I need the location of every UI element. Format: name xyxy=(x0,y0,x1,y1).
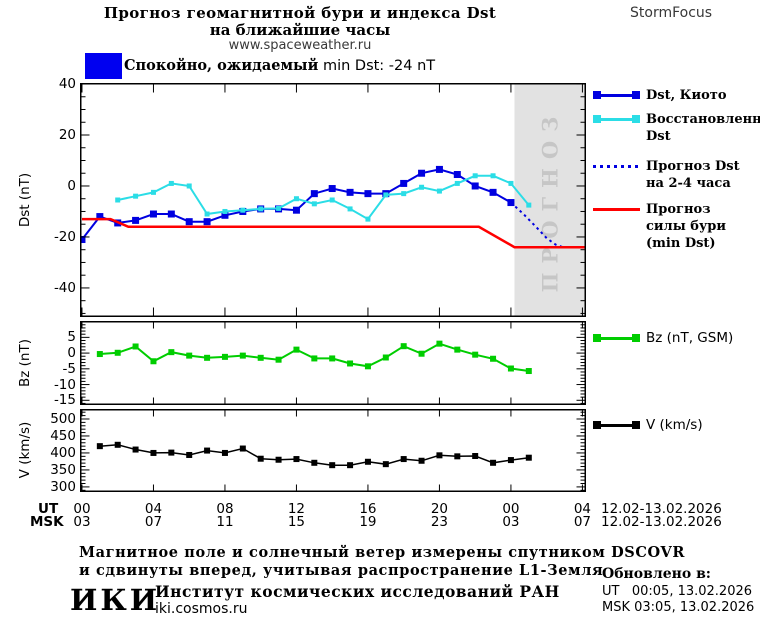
dst-chart: ПРОГНОЗ xyxy=(80,83,586,317)
msk-row-label: MSK xyxy=(30,514,64,530)
legend-sample-v xyxy=(593,421,640,430)
legend-sample-restored-dst xyxy=(593,115,640,124)
legend-label: V (km/s) xyxy=(646,417,703,433)
y-tick-label: 500 xyxy=(50,410,76,427)
legend-sample-bz xyxy=(593,334,640,343)
institute-name: Институт космических исследований РАН xyxy=(155,582,560,601)
footnote-line1: Магнитное поле и солнечный ветер измерен… xyxy=(79,544,685,561)
legend-sample-dst-kyoto xyxy=(593,91,640,100)
x-tick-label-msk: 19 xyxy=(359,514,377,530)
y-tick-label: 300 xyxy=(50,478,76,495)
y-tick-label: 5 xyxy=(67,329,76,346)
x-tick-label-msk: 07 xyxy=(144,514,163,530)
brand-label: StormFocus xyxy=(630,5,713,21)
date-range-msk: 12.02-13.02.2026 xyxy=(601,514,722,530)
y-tick-label: 40 xyxy=(58,76,76,93)
ut-row-label: UT xyxy=(38,501,59,517)
legend-label: на 2-4 часа xyxy=(646,176,731,191)
legend-label: Восстановленный xyxy=(646,112,760,127)
x-tick-label-ut: 08 xyxy=(216,501,234,517)
x-tick-label-msk: 07 xyxy=(573,514,592,530)
x-tick-label-ut: 12 xyxy=(287,501,306,517)
page-title: Прогноз геомагнитной бури и индекса Dst xyxy=(103,4,497,22)
legend-label: Прогноз Dst xyxy=(646,159,740,174)
y-tick-label: -20 xyxy=(53,228,76,245)
forecast-watermark: ПРОГНОЗ xyxy=(537,108,562,293)
y-tick-label: 350 xyxy=(50,461,76,478)
legend-item-forecast-dst: Прогноз Dst на 2-4 часа xyxy=(593,158,760,192)
legend-label: Dst xyxy=(646,129,671,144)
x-tick-label-ut: 16 xyxy=(359,501,377,517)
page-title-line2: на ближайшие часы xyxy=(209,21,391,39)
y-tick-label: 450 xyxy=(50,427,76,444)
legend-sample-storm-forecast xyxy=(593,205,640,214)
y-tick-label: -5 xyxy=(62,360,76,377)
status-banner: Спокойно, ожидаемый min Dst: -24 nT xyxy=(124,57,435,74)
x-tick-label-ut: 04 xyxy=(144,501,163,517)
v-chart xyxy=(80,409,586,492)
x-tick-label-ut: 00 xyxy=(502,501,520,517)
date-range-ut: 12.02-13.02.2026 xyxy=(601,501,722,517)
legend-sample-forecast-dst xyxy=(593,162,640,171)
legend-label: Прогноз xyxy=(646,202,711,217)
y-tick-label: 400 xyxy=(50,444,76,461)
x-tick-label-msk: 11 xyxy=(216,514,234,530)
storm-level-swatch xyxy=(85,53,122,79)
x-tick-label-msk: 03 xyxy=(502,514,520,530)
legend-label: Dst, Киото xyxy=(646,88,727,103)
status-min-dst: min Dst: -24 nT xyxy=(322,58,436,74)
y-tick-label: -40 xyxy=(53,279,76,296)
updated-ut: UT 00:05, 13.02.2026 xyxy=(602,584,753,599)
y-tick-label: -10 xyxy=(53,376,76,393)
x-tick-label-msk: 03 xyxy=(73,514,91,530)
y-tick-label: 0 xyxy=(67,177,76,194)
x-tick-label-ut: 20 xyxy=(430,501,449,517)
legend-item-bz: Bz (nT, GSM) xyxy=(593,330,760,347)
y-tick-label: -15 xyxy=(53,392,76,409)
legend-label: Bz (nT, GSM) xyxy=(646,330,734,346)
bz-chart xyxy=(80,321,586,405)
legend-item-restored-dst: Восстановленный Dst xyxy=(593,111,760,145)
x-tick-label-ut: 04 xyxy=(573,501,592,517)
updated-msk: MSK 03:05, 13.02.2026 xyxy=(602,600,755,615)
legend-label: (min Dst) xyxy=(646,236,716,251)
legend-item-v: V (km/s) xyxy=(593,417,760,434)
spaceweather-url: www.spaceweather.ru xyxy=(228,38,372,53)
legend-label: силы бури xyxy=(646,219,727,234)
x-tick-label-msk: 15 xyxy=(287,514,306,530)
legend-item-dst-kyoto: Dst, Киото xyxy=(593,87,760,104)
footnote-line2: и сдвинуты вперед, учитывая распростране… xyxy=(79,562,604,579)
status-text: Спокойно, ожидаемый xyxy=(124,57,319,74)
updated-label: Обновлено в: xyxy=(602,566,711,582)
legend-item-storm-forecast: Прогноз силы бури (min Dst) xyxy=(593,201,760,252)
y-tick-label: 0 xyxy=(67,345,76,362)
iki-logo: ИКИ xyxy=(70,583,161,617)
iki-url: iki.cosmos.ru xyxy=(155,601,248,617)
y-tick-label: 20 xyxy=(58,127,76,143)
x-tick-label-ut: 00 xyxy=(73,501,91,517)
x-tick-label-msk: 23 xyxy=(430,514,449,530)
